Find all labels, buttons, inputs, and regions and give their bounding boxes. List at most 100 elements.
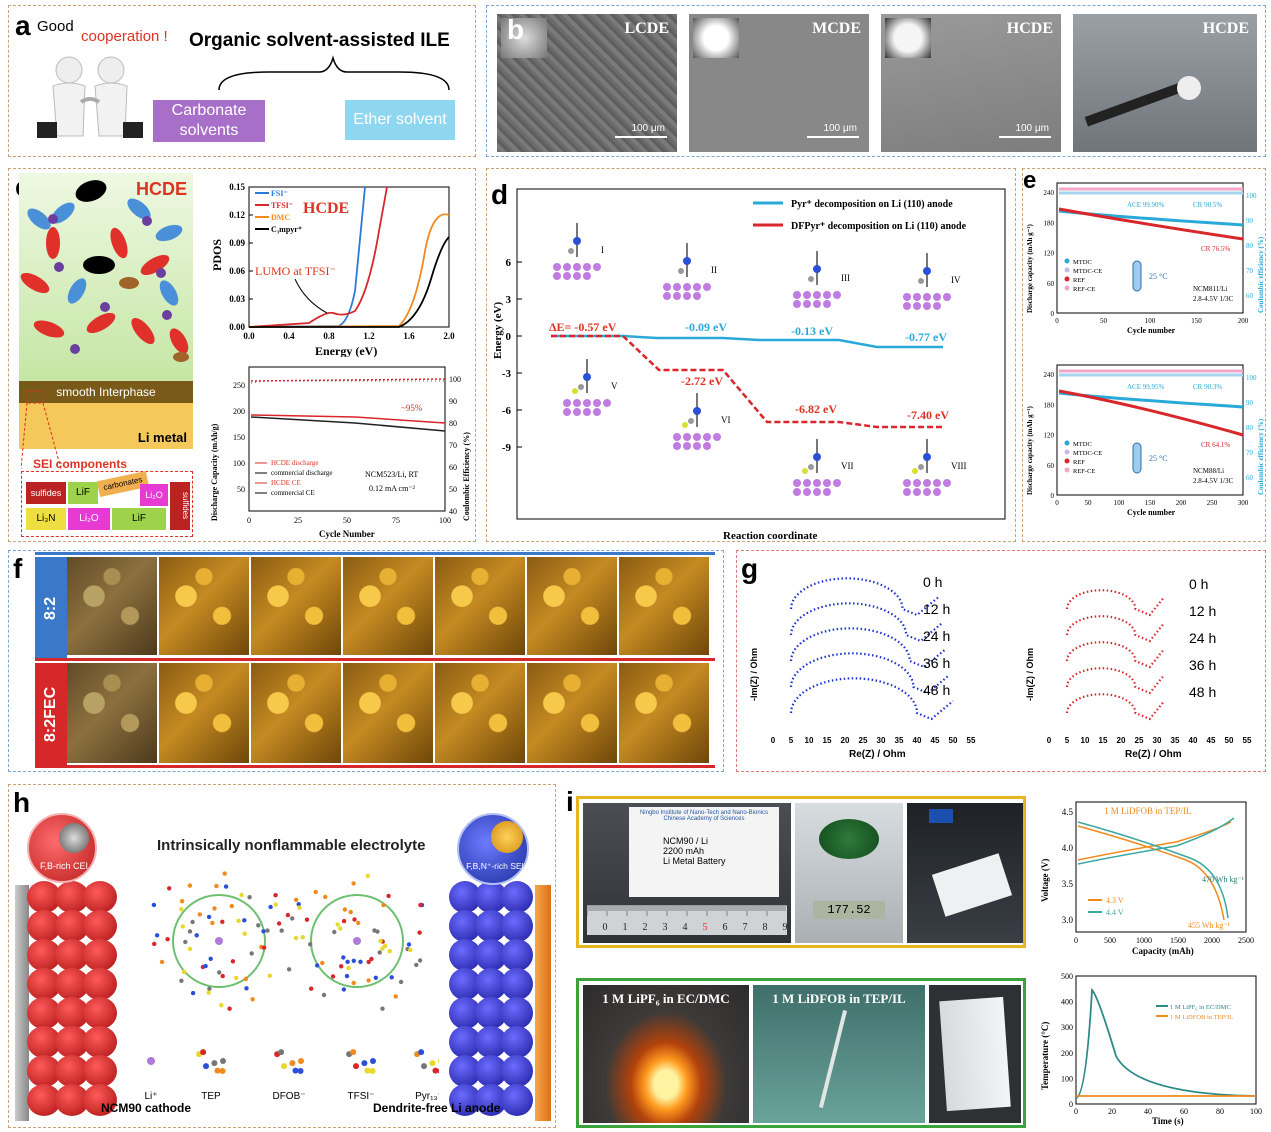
voltage-ylabel: Voltage (V) [1040,859,1050,902]
nyquist-xtick-right-8: 40 [1189,736,1198,745]
cycling-retention: ~95% [401,403,423,413]
temp-ytick-2: 200 [1061,1049,1073,1058]
c-atom [678,268,684,274]
capacity-y2label-top: Coulombic efficiency (%) [1257,236,1265,313]
atom [265,928,270,933]
capacity-y2tick-top-3: 90 [1246,217,1254,225]
capacity-y2tick-top-0: 60 [1246,292,1254,300]
atom [345,959,350,964]
atom [242,918,247,923]
atom [380,1006,385,1011]
thermometer-icon-bottom [1132,442,1142,474]
capacity-legend-dot-bottom-1 [1064,449,1070,455]
lighter-wand [818,1010,848,1108]
lithium-disc-shape [1177,76,1201,100]
capacity-cr-blue-bottom: CR 90.3% [1193,383,1222,391]
interphase-layer: smooth Interphase [19,381,193,403]
cycling-y2tick-0: 40 [449,507,457,516]
afm-row-82fec-label: 8:2FEC [42,686,59,742]
li-atom [793,488,801,496]
capacity-frame-bottom [1056,364,1244,496]
cycling-ce-commercial [250,380,445,384]
atom [152,941,157,947]
nyquist-xtick-right-6: 30 [1153,736,1162,745]
atom [214,883,219,889]
capacity-ace-bottom: ACE 99.95% [1127,383,1165,391]
li-atom [803,300,811,308]
atom [267,973,272,978]
capacity-ytick-bottom-4: 240 [1044,371,1055,379]
atom [373,975,378,980]
li-atom [563,263,571,271]
capacity-cond-bottom: 2.8-4.5V 1/3C [1193,477,1233,485]
energy-ylabel: Energy (eV) [492,302,504,359]
cei-bubble-core [59,823,89,853]
temp-ytick-3: 300 [1061,1023,1073,1032]
cycling-ylabel: Discharge Capacity (mAh/g) [210,423,219,521]
cycling-y2tick-2: 60 [449,463,457,472]
capacity-ytick-top-0: 0 [1051,310,1055,318]
temp-curve-lipf6 [1075,987,1257,1099]
scale-label-mcde: 100 μm [823,123,857,134]
structure-III: III [793,251,850,308]
atom [381,902,386,908]
pdos-xtick-4: 1.6 [403,331,415,341]
afm-row-82-tag: 8:2 [35,557,67,659]
li-atom [583,263,591,271]
panel-g-label: g [741,553,759,584]
cycling-legend-2: HCDE CE [271,479,301,487]
nyquist-time-right-4: 48 h [1189,684,1216,700]
li-atom [673,283,681,291]
n-atom [923,453,931,461]
atom [230,959,236,964]
atom [393,994,398,999]
nyquist-curve-left-3 [789,652,951,695]
pdos-curve-dmc [248,213,450,328]
cathode-particle [83,910,117,942]
temp-legend-1: 1 M LiDFOB in TEP/IL [1170,1014,1233,1021]
pdos-xlabel: Energy (eV) [315,344,377,357]
species-label-1: TEP [201,1091,221,1102]
cycling-y2tick-1: 50 [449,485,457,494]
pdos-xtick-1: 0.4 [283,331,295,341]
pdos-curve-c3mpyr [249,236,450,328]
li-atom [583,272,591,280]
atom [304,917,310,922]
afm-image [343,557,433,655]
nyquist-xtick-left-0: 0 [771,736,776,745]
ruler-number-1: 1 [623,922,628,933]
anode-particle [501,910,533,942]
panel-g: g -Im(Z) / Ohm 0 5 10 15 20 25 30 35 40 45 50 55 Re(Z… [736,550,1266,772]
species-atom [437,1068,439,1074]
sem-image-hcde: HCDE 100 μm [881,14,1061,152]
sem-image-lcde: LCDE 100 μm [497,14,677,152]
cycling-legend-0: HCDE discharge [271,459,319,467]
f-atom [572,388,578,394]
hcde-schematic: HCDE [19,173,193,381]
species-0: Li⁺ [144,1057,158,1102]
li-atom [823,488,831,496]
ruler-number-7: 7 [743,922,748,933]
ruler-number-4: 4 [683,922,688,933]
solvation-clusters: Li⁺ TEP DFOB⁻ TFSI⁻ Pyr₁₃⁺ [144,871,439,1102]
pdos-title: HCDE [303,200,349,217]
temp-ytick-1: 100 [1061,1074,1073,1083]
capacity-y2tick-bottom-4: 100 [1246,374,1257,382]
nyquist-xtick-right-10: 50 [1225,736,1234,745]
species-atom [429,1060,436,1067]
capacity-y2tick-top-2: 80 [1246,242,1254,250]
temp-frame [1075,975,1257,1105]
li-atom [813,291,821,299]
capacity-legend-dot-top-0 [1064,258,1070,264]
nyquist-xtick-left-4: 20 [841,736,850,745]
species-atom [203,1063,210,1070]
li-atom [713,433,721,441]
voltage-wh-455: 455 Wh kg⁻¹ [1188,921,1231,930]
energy-blue-4: -0.77 eV [905,330,947,344]
pdos-yticks: 0.00 0.03 0.06 0.09 0.12 0.15 [229,182,253,332]
panel-b-label: b [507,14,525,45]
atom [222,871,227,876]
capacity-frame-top [1056,182,1244,314]
energy-ytick-5: -9 [502,442,512,454]
atom [341,987,347,992]
